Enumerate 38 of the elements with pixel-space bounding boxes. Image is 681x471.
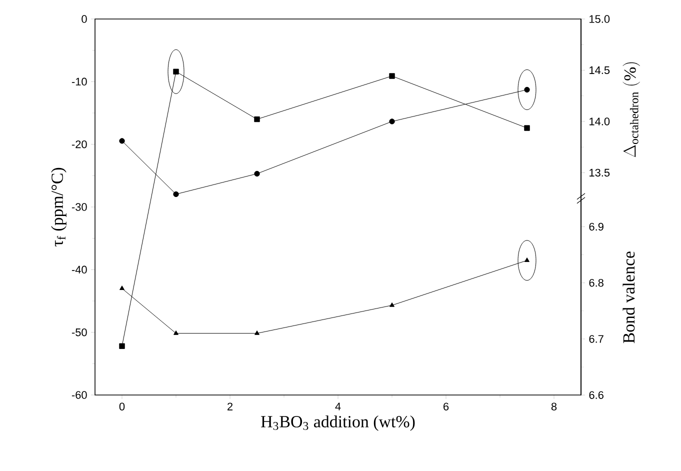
point [389,73,395,79]
y-axis-title: τ$_{f}$ (ppm/°C) [51,168,66,246]
point [119,138,125,144]
x-axis-title: H$_{3}$BO$_{3}$ addition (wt%) [261,415,415,431]
y3-axis-title: Bond valence [622,252,635,344]
y-tick-label: -60 [72,391,87,399]
y-tick-label: -30 [72,203,87,211]
y3-tick-label: 6.9 [589,222,604,231]
point [254,116,260,122]
point [174,330,179,335]
point [254,170,260,177]
point [524,125,530,131]
point [389,118,395,124]
y2-tick-label: 14.5 [590,66,610,74]
point [120,286,125,290]
y3-tick-label: 6.7 [589,335,604,343]
y-tick-label: -40 [72,266,87,274]
x-tick-label: 6 [444,402,449,410]
y-tick-label: 0 [82,15,87,23]
point [119,343,125,349]
x-tick-label: 0 [119,402,125,410]
x-tick-label: 8 [551,402,557,410]
y3-tick-label: 6.8 [589,278,604,287]
point [173,191,179,198]
y2-tick-label: 14.0 [590,118,610,126]
point [254,330,260,335]
x-tick-label: 4 [335,402,341,410]
y-tick-label: -50 [72,328,87,336]
y2-tick-label: 13.5 [590,168,610,177]
x-tick-label: 2 [228,402,233,410]
point [390,302,394,307]
y2-axis-title: $\Delta_{\mathrm{octahedron}}\ \mathrm{(\%)}$ [622,62,640,158]
y3-tick-label: 6.6 [589,391,604,399]
y-tick-label: -10 [72,78,87,86]
y-tick-label: -20 [72,140,87,148]
point [173,68,179,74]
point [524,258,530,262]
y2-tick-label: 15.0 [590,15,610,23]
